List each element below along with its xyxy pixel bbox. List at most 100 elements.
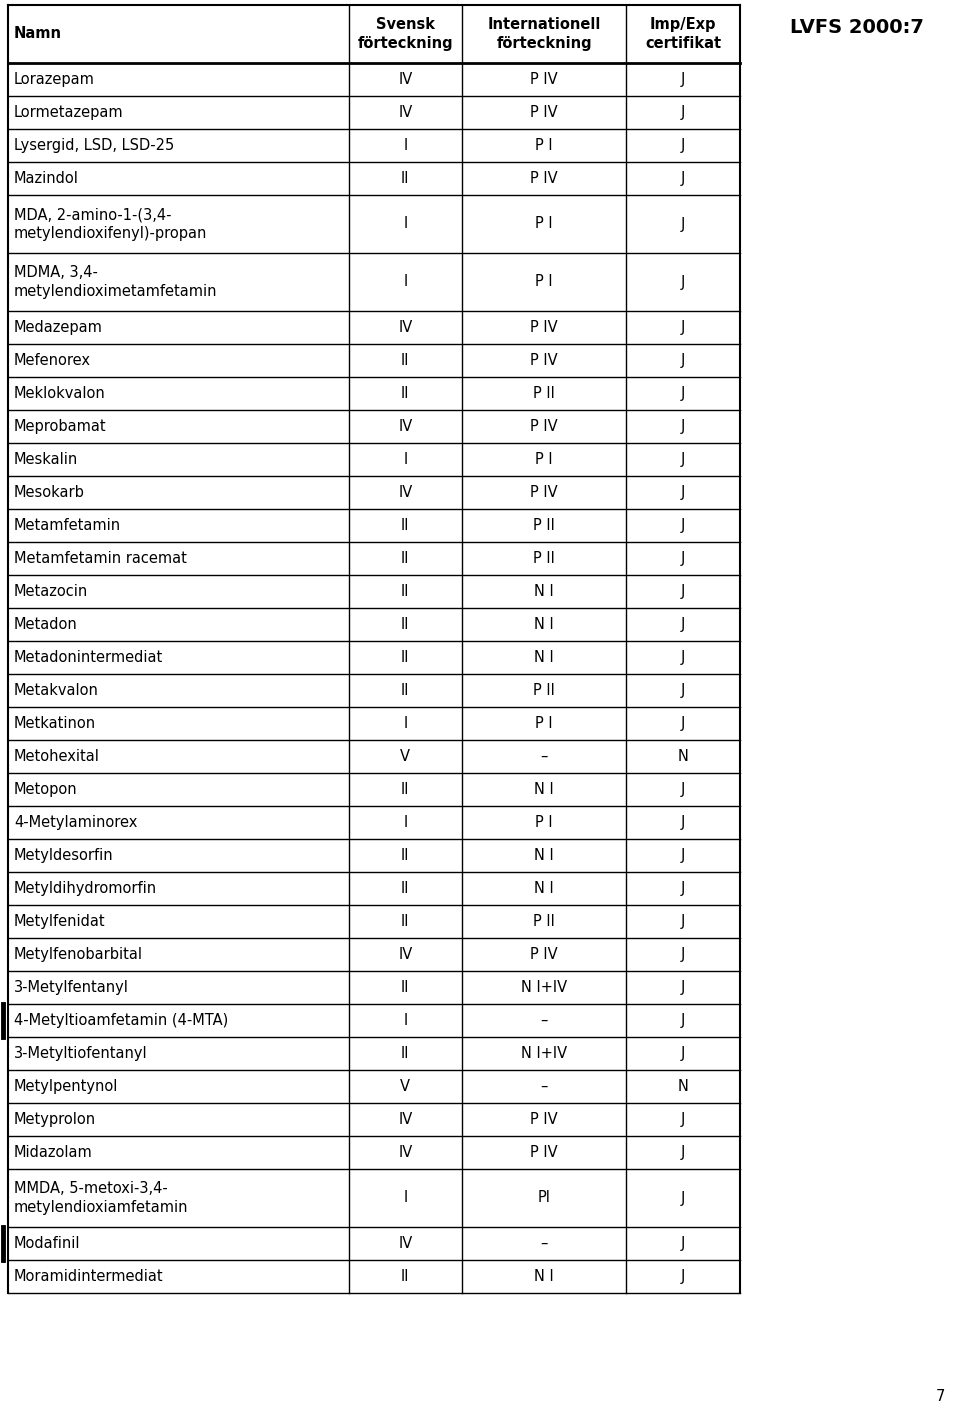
- Text: J: J: [681, 1269, 685, 1284]
- Text: 7: 7: [936, 1389, 945, 1403]
- Text: II: II: [401, 881, 410, 895]
- Text: Metadon: Metadon: [14, 617, 78, 631]
- Text: 3-Metylfentanyl: 3-Metylfentanyl: [14, 981, 129, 995]
- Text: Imp/Exp
certifikat: Imp/Exp certifikat: [645, 17, 721, 51]
- Text: II: II: [401, 1046, 410, 1061]
- Text: P IV: P IV: [531, 946, 558, 962]
- Text: Metazocin: Metazocin: [14, 585, 88, 599]
- Text: J: J: [681, 72, 685, 87]
- Text: V: V: [400, 749, 410, 763]
- Text: J: J: [681, 1046, 685, 1061]
- Text: J: J: [681, 815, 685, 830]
- Text: –: –: [540, 1078, 548, 1094]
- Text: Meklokvalon: Meklokvalon: [14, 386, 106, 402]
- Text: IV: IV: [398, 321, 413, 335]
- Text: Metkatinon: Metkatinon: [14, 717, 96, 731]
- Text: P II: P II: [534, 386, 555, 402]
- Text: Metohexital: Metohexital: [14, 749, 100, 763]
- Text: Modafinil: Modafinil: [14, 1236, 81, 1252]
- Text: J: J: [681, 138, 685, 153]
- Text: J: J: [681, 453, 685, 467]
- Text: J: J: [681, 485, 685, 499]
- Text: J: J: [681, 1191, 685, 1206]
- Text: II: II: [401, 1269, 410, 1284]
- Text: Midazolam: Midazolam: [14, 1145, 93, 1159]
- Text: V: V: [400, 1078, 410, 1094]
- Text: Metakvalon: Metakvalon: [14, 683, 99, 698]
- Text: Metopon: Metopon: [14, 782, 78, 797]
- Text: J: J: [681, 1236, 685, 1252]
- Text: N: N: [678, 749, 688, 763]
- Text: 4-Metyltioamfetamin (4-MTA): 4-Metyltioamfetamin (4-MTA): [14, 1013, 228, 1027]
- Text: Metadonintermediat: Metadonintermediat: [14, 650, 163, 666]
- Text: J: J: [681, 551, 685, 566]
- Text: IV: IV: [398, 946, 413, 962]
- Text: I: I: [403, 1013, 407, 1027]
- Text: I: I: [403, 217, 407, 231]
- Text: IV: IV: [398, 1236, 413, 1252]
- Text: J: J: [681, 782, 685, 797]
- Text: –: –: [540, 1013, 548, 1027]
- Text: Lormetazepam: Lormetazepam: [14, 105, 124, 121]
- Text: MDMA, 3,4-
metylendioximetamfetamin: MDMA, 3,4- metylendioximetamfetamin: [14, 265, 218, 299]
- Text: J: J: [681, 585, 685, 599]
- Text: 4-Metylaminorex: 4-Metylaminorex: [14, 815, 137, 830]
- Text: I: I: [403, 138, 407, 153]
- Text: J: J: [681, 386, 685, 402]
- Text: PI: PI: [538, 1191, 551, 1206]
- Text: J: J: [681, 353, 685, 368]
- Text: N I: N I: [535, 849, 554, 863]
- Text: LVFS 2000:7: LVFS 2000:7: [790, 18, 924, 37]
- Text: P I: P I: [536, 815, 553, 830]
- Text: P I: P I: [536, 217, 553, 231]
- Text: P I: P I: [536, 274, 553, 289]
- Text: –: –: [540, 1236, 548, 1252]
- Text: Metyprolon: Metyprolon: [14, 1112, 96, 1127]
- Text: II: II: [401, 782, 410, 797]
- Text: 3-Metyltiofentanyl: 3-Metyltiofentanyl: [14, 1046, 148, 1061]
- Text: P IV: P IV: [531, 321, 558, 335]
- Text: Moramidintermediat: Moramidintermediat: [14, 1269, 163, 1284]
- Text: N I: N I: [535, 782, 554, 797]
- Text: P II: P II: [534, 518, 555, 534]
- Text: P I: P I: [536, 138, 553, 153]
- Text: MDA, 2-amino-1-(3,4-
metylendioxifenyl)-propan: MDA, 2-amino-1-(3,4- metylendioxifenyl)-…: [14, 207, 207, 241]
- Text: I: I: [403, 453, 407, 467]
- Text: IV: IV: [398, 1145, 413, 1159]
- Text: P I: P I: [536, 717, 553, 731]
- Text: II: II: [401, 172, 410, 186]
- Text: II: II: [401, 353, 410, 368]
- Text: –: –: [540, 749, 548, 763]
- Text: Metyldesorfin: Metyldesorfin: [14, 849, 113, 863]
- Text: Metamfetamin: Metamfetamin: [14, 518, 121, 534]
- Text: J: J: [681, 946, 685, 962]
- Text: Metamfetamin racemat: Metamfetamin racemat: [14, 551, 187, 566]
- Text: Metylfenidat: Metylfenidat: [14, 914, 106, 929]
- Text: P IV: P IV: [531, 1112, 558, 1127]
- Text: N I: N I: [535, 1269, 554, 1284]
- Text: Meprobamat: Meprobamat: [14, 419, 107, 434]
- Text: J: J: [681, 914, 685, 929]
- Text: P II: P II: [534, 683, 555, 698]
- Text: J: J: [681, 274, 685, 289]
- Text: II: II: [401, 585, 410, 599]
- Text: N I+IV: N I+IV: [521, 1046, 567, 1061]
- Text: J: J: [681, 981, 685, 995]
- Text: J: J: [681, 617, 685, 631]
- Text: Metyldihydromorfin: Metyldihydromorfin: [14, 881, 157, 895]
- Text: II: II: [401, 683, 410, 698]
- Text: J: J: [681, 650, 685, 666]
- Text: P IV: P IV: [531, 353, 558, 368]
- Text: II: II: [401, 386, 410, 402]
- Text: P II: P II: [534, 551, 555, 566]
- Text: J: J: [681, 518, 685, 534]
- Text: IV: IV: [398, 105, 413, 121]
- Text: Mazindol: Mazindol: [14, 172, 79, 186]
- Text: Mesokarb: Mesokarb: [14, 485, 84, 499]
- Text: N I: N I: [535, 881, 554, 895]
- Text: Mefenorex: Mefenorex: [14, 353, 91, 368]
- Text: I: I: [403, 1191, 407, 1206]
- Text: I: I: [403, 717, 407, 731]
- Text: N I: N I: [535, 585, 554, 599]
- Text: II: II: [401, 914, 410, 929]
